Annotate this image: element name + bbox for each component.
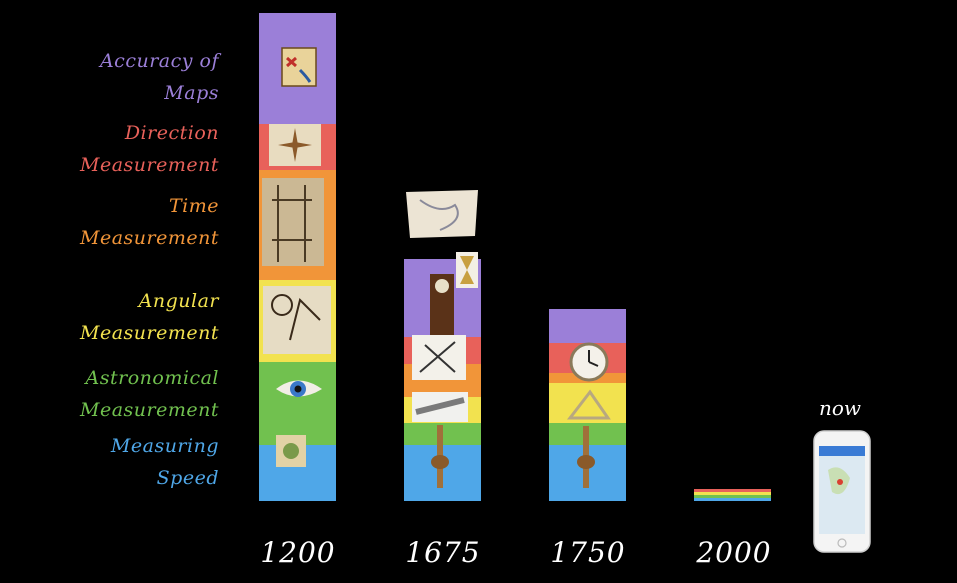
- legend-label: Maps: [164, 82, 219, 104]
- legend-label: Speed: [156, 467, 219, 489]
- annotation-now: now: [818, 396, 862, 420]
- bar-segment: [259, 362, 336, 445]
- legend-label: Accuracy of: [99, 50, 219, 72]
- eye-icon: [276, 380, 322, 397]
- bar-segment: [694, 492, 771, 495]
- legend-label: Direction: [124, 122, 219, 144]
- sextant-icon: [412, 335, 466, 380]
- grandfather-clock-icon: [430, 274, 454, 336]
- legend-label: Measuring: [110, 435, 219, 457]
- x-tick-label: 1750: [550, 536, 626, 569]
- legend-label: Time: [168, 195, 219, 217]
- smartphone-map-icon[interactable]: [813, 430, 871, 553]
- knotted-rope-icon: [431, 425, 449, 488]
- x-tick-label: 1675: [405, 536, 481, 569]
- bar-segment: [694, 498, 771, 501]
- bar-segment: [694, 495, 771, 498]
- legend-label: Measurement: [80, 399, 219, 421]
- bar-segment: [694, 489, 771, 492]
- legend-label: Measurement: [80, 227, 219, 249]
- legend-label: Measurement: [80, 154, 219, 176]
- x-tick-label: 2000: [696, 536, 772, 569]
- pocket-watch-icon: [569, 342, 609, 382]
- treasure-map-icon: [281, 47, 317, 87]
- bar-segment: [549, 383, 626, 423]
- sextant-icon: [566, 389, 611, 420]
- knotted-rope-icon: [577, 426, 595, 488]
- stacked-bars: [259, 13, 771, 501]
- telescope-icon: [412, 392, 468, 422]
- water-clock-icon: [262, 178, 324, 266]
- legend-label: Angular: [138, 290, 219, 312]
- hourglass-icon: [456, 252, 478, 288]
- bar-segment: [549, 309, 626, 343]
- x-tick-label: 1200: [260, 536, 336, 569]
- compass-rose-icon: [269, 124, 321, 166]
- bar-icons: [262, 47, 871, 553]
- parchment-map-icon: [406, 190, 478, 238]
- astrolabe-engraving-icon: [263, 286, 331, 354]
- log-line-icon: [276, 435, 306, 467]
- legend-label: Astronomical: [85, 367, 219, 389]
- legend-label: Measurement: [80, 322, 219, 344]
